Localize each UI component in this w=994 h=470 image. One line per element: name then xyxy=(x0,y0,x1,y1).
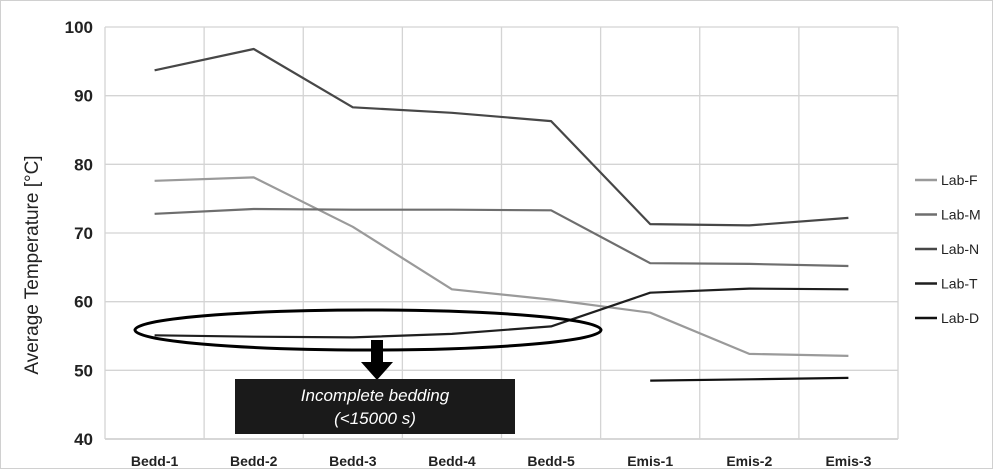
y-tick-label: 80 xyxy=(74,155,93,174)
x-axis-ticks: Bedd-1 Bedd-2 Bedd-3 Bedd-4 Bedd-5 Emis-1 Emis… xyxy=(131,453,872,469)
legend-label: Lab-T xyxy=(941,276,978,292)
legend: Lab-F Lab-M Lab-N Lab-T Lab-D xyxy=(915,172,981,326)
annotation-arrow-head xyxy=(361,362,393,380)
series-line-lab-d xyxy=(650,376,849,382)
y-tick-label: 50 xyxy=(74,361,93,380)
y-tick-label: 60 xyxy=(74,293,93,312)
y-tick-label: 70 xyxy=(74,224,93,243)
series-line-lab-n xyxy=(154,47,849,227)
x-tick-label: Emis-1 xyxy=(627,453,673,469)
y-tick-label: 100 xyxy=(65,18,93,37)
annotation-arrow-shaft xyxy=(371,340,383,364)
y-axis-ticks: 40 50 60 70 80 90 100 xyxy=(65,18,93,449)
series-line-lab-f xyxy=(154,176,849,357)
legend-label: Lab-F xyxy=(941,172,978,188)
legend-label: Lab-N xyxy=(941,241,979,257)
legend-label: Lab-M xyxy=(941,207,981,223)
series-line-lab-m xyxy=(154,207,849,268)
y-tick-label: 40 xyxy=(74,430,93,449)
annotation-line-2: (<15000 s) xyxy=(334,409,416,428)
gridlines xyxy=(104,26,899,440)
legend-label: Lab-D xyxy=(941,310,979,326)
annotation: Incomplete bedding (<15000 s) xyxy=(133,308,603,434)
y-axis-label: Average Temperature [°C] xyxy=(22,155,43,374)
x-tick-label: Bedd-5 xyxy=(527,453,575,469)
x-tick-label: Bedd-4 xyxy=(428,453,476,469)
x-tick-label: Bedd-3 xyxy=(329,453,377,469)
x-tick-label: Emis-2 xyxy=(726,453,772,469)
series-lines xyxy=(154,47,849,382)
x-tick-label: Bedd-1 xyxy=(131,453,179,469)
x-tick-label: Emis-3 xyxy=(825,453,871,469)
series-line-lab-t xyxy=(154,287,849,339)
annotation-box xyxy=(235,379,515,434)
x-tick-label: Bedd-2 xyxy=(230,453,278,469)
annotation-line-1: Incomplete bedding xyxy=(301,386,450,405)
y-tick-label: 90 xyxy=(74,87,93,106)
annotation-ellipse xyxy=(133,308,603,352)
